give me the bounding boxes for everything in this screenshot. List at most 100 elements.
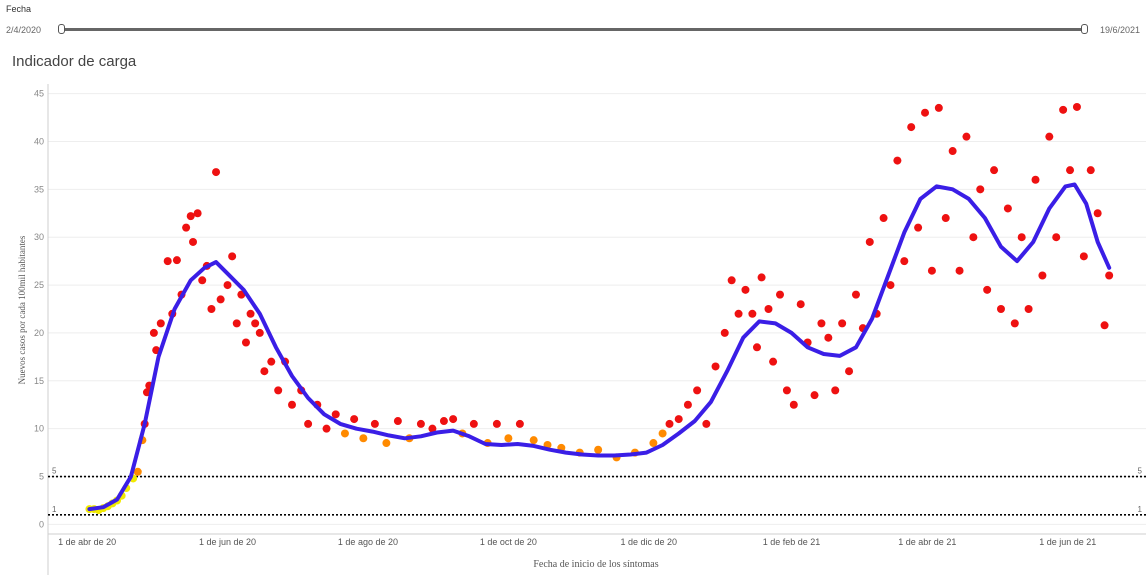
data-point — [796, 300, 805, 309]
filter-max-date: 19/6/2021 — [1099, 25, 1140, 35]
data-point — [382, 439, 391, 448]
data-point — [1010, 319, 1019, 328]
data-point — [757, 273, 766, 282]
data-point — [182, 223, 191, 232]
data-point — [331, 410, 340, 419]
data-point — [1105, 271, 1114, 280]
y-tick-label: 10 — [34, 424, 44, 434]
data-point — [370, 419, 379, 428]
data-point — [340, 429, 349, 438]
x-tick-label: 1 de abr de 21 — [898, 537, 956, 547]
data-point — [900, 257, 909, 266]
data-point — [232, 319, 241, 328]
data-point — [702, 419, 711, 428]
data-point — [1086, 166, 1095, 175]
data-point — [189, 237, 198, 246]
data-point — [1059, 105, 1068, 114]
x-axis-title: Fecha de inicio de los síntomas — [533, 559, 658, 570]
data-point — [879, 214, 888, 223]
data-point — [1093, 209, 1102, 218]
data-point — [776, 290, 784, 299]
data-point — [934, 103, 943, 112]
y-tick-label: 5 — [39, 472, 44, 482]
date-slider-start-handle[interactable] — [58, 24, 65, 34]
data-point — [212, 168, 221, 177]
data-point — [927, 266, 936, 275]
reference-line-label: 1 — [52, 505, 57, 514]
data-point — [149, 328, 158, 337]
data-point — [492, 419, 501, 428]
data-point — [469, 419, 478, 428]
y-tick-label: 20 — [34, 328, 44, 338]
reference-line-label: 5 — [1138, 467, 1143, 476]
x-tick-label: 1 de abr de 20 — [58, 537, 116, 547]
data-point — [865, 237, 874, 246]
data-point — [186, 212, 195, 221]
data-point — [921, 108, 930, 117]
y-tick-label: 45 — [34, 89, 44, 99]
data-point — [241, 338, 250, 347]
data-point — [990, 166, 999, 175]
data-point — [1038, 271, 1047, 280]
data-point — [748, 309, 757, 318]
data-point — [886, 281, 895, 290]
data-point — [322, 424, 331, 433]
data-point — [711, 362, 720, 371]
data-point — [515, 419, 524, 428]
data-point — [693, 386, 702, 395]
data-point — [1079, 252, 1088, 261]
data-point — [267, 357, 276, 366]
data-point — [907, 123, 916, 132]
reference-line-label: 1 — [1138, 505, 1143, 514]
date-range-filter[interactable]: Fecha 2/4/2020 19/6/2021 — [6, 4, 1140, 38]
data-point — [769, 357, 778, 366]
data-point — [893, 156, 902, 165]
data-point — [172, 256, 181, 265]
data-point — [260, 367, 269, 376]
y-tick-label: 35 — [34, 184, 44, 194]
data-point — [658, 429, 667, 438]
x-tick-label: 1 de jun de 21 — [1039, 537, 1096, 547]
data-point — [1024, 305, 1033, 313]
data-point — [193, 209, 202, 218]
data-point — [665, 419, 674, 428]
data-point — [955, 266, 964, 275]
data-point — [156, 319, 165, 328]
data-point — [1003, 204, 1012, 213]
data-point — [831, 386, 840, 395]
data-point — [1072, 102, 1081, 111]
data-point — [996, 305, 1005, 313]
data-point — [649, 439, 658, 448]
x-tick-label: 1 de oct de 20 — [480, 537, 537, 547]
data-point — [1045, 132, 1054, 141]
data-point — [359, 434, 368, 443]
data-point — [683, 400, 692, 409]
data-point — [1100, 321, 1109, 330]
y-tick-label: 0 — [39, 519, 44, 529]
data-point — [969, 233, 978, 242]
date-slider-end-handle[interactable] — [1081, 24, 1088, 34]
x-tick-label: 1 de dic de 20 — [621, 537, 678, 547]
data-point — [752, 343, 761, 352]
data-point — [976, 185, 985, 194]
data-point — [163, 257, 172, 266]
data-point — [1066, 166, 1075, 175]
data-point — [838, 319, 847, 328]
data-point — [817, 319, 826, 328]
data-point — [983, 285, 992, 294]
data-point — [845, 367, 854, 376]
data-point — [1052, 233, 1061, 242]
data-point — [674, 415, 683, 424]
data-point — [782, 386, 791, 395]
data-point — [720, 328, 729, 337]
date-slider-track[interactable] — [62, 28, 1084, 31]
data-point — [941, 214, 950, 223]
data-point — [734, 309, 743, 318]
data-point — [504, 434, 513, 443]
data-point — [962, 132, 971, 141]
data-point — [851, 290, 860, 299]
data-point — [449, 415, 458, 424]
data-point — [764, 305, 773, 313]
data-point — [439, 417, 448, 426]
